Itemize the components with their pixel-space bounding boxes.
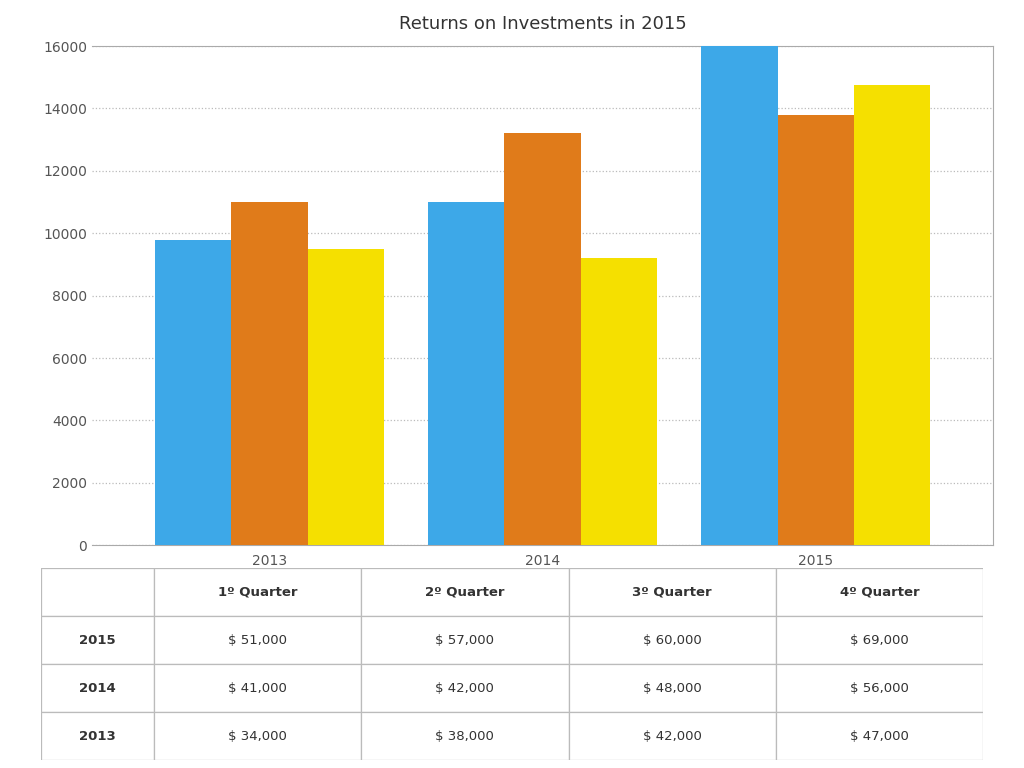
Bar — [154, 713, 361, 760]
Bar — [776, 616, 983, 664]
Bar — [854, 85, 931, 545]
Text: 2015: 2015 — [79, 634, 116, 647]
Bar — [41, 664, 154, 713]
Bar — [361, 568, 568, 616]
Bar — [361, 713, 568, 760]
Bar — [776, 713, 983, 760]
Bar — [776, 664, 983, 713]
Bar — [41, 616, 154, 664]
Bar — [231, 202, 308, 545]
Text: $ 42,000: $ 42,000 — [435, 682, 495, 695]
Text: $ 51,000: $ 51,000 — [228, 634, 287, 647]
Title: Returns on Investments in 2015: Returns on Investments in 2015 — [398, 15, 687, 34]
Text: $ 60,000: $ 60,000 — [643, 634, 701, 647]
Bar — [154, 568, 361, 616]
Text: $ 69,000: $ 69,000 — [850, 634, 908, 647]
Bar — [701, 46, 777, 545]
Bar — [361, 664, 568, 713]
Bar — [154, 664, 361, 713]
Text: $ 38,000: $ 38,000 — [435, 730, 495, 743]
Text: 2013: 2013 — [79, 730, 116, 743]
Text: 1º Quarter: 1º Quarter — [218, 586, 297, 599]
Text: $ 56,000: $ 56,000 — [850, 682, 909, 695]
Bar — [428, 202, 505, 545]
Bar — [155, 240, 231, 545]
Bar — [41, 713, 154, 760]
Bar — [154, 616, 361, 664]
Text: $ 57,000: $ 57,000 — [435, 634, 495, 647]
Text: $ 48,000: $ 48,000 — [643, 682, 701, 695]
Bar — [568, 664, 776, 713]
Text: 2º Quarter: 2º Quarter — [425, 586, 505, 599]
Bar — [777, 114, 854, 545]
Text: 4º Quarter: 4º Quarter — [840, 586, 920, 599]
Text: 2014: 2014 — [79, 682, 116, 695]
Text: 3º Quarter: 3º Quarter — [633, 586, 712, 599]
Bar — [568, 568, 776, 616]
Bar — [581, 258, 657, 545]
Bar — [568, 616, 776, 664]
Text: $ 34,000: $ 34,000 — [228, 730, 287, 743]
Text: $ 41,000: $ 41,000 — [228, 682, 287, 695]
Bar — [776, 568, 983, 616]
Bar — [505, 134, 581, 545]
Bar — [568, 713, 776, 760]
Bar — [308, 249, 384, 545]
Bar — [41, 568, 154, 616]
Legend: 1º channel investment, 2º channel investment, 3º channel investment: 1º channel investment, 2º channel invest… — [241, 592, 845, 616]
Text: $ 47,000: $ 47,000 — [850, 730, 909, 743]
Bar — [361, 616, 568, 664]
Text: $ 42,000: $ 42,000 — [643, 730, 701, 743]
